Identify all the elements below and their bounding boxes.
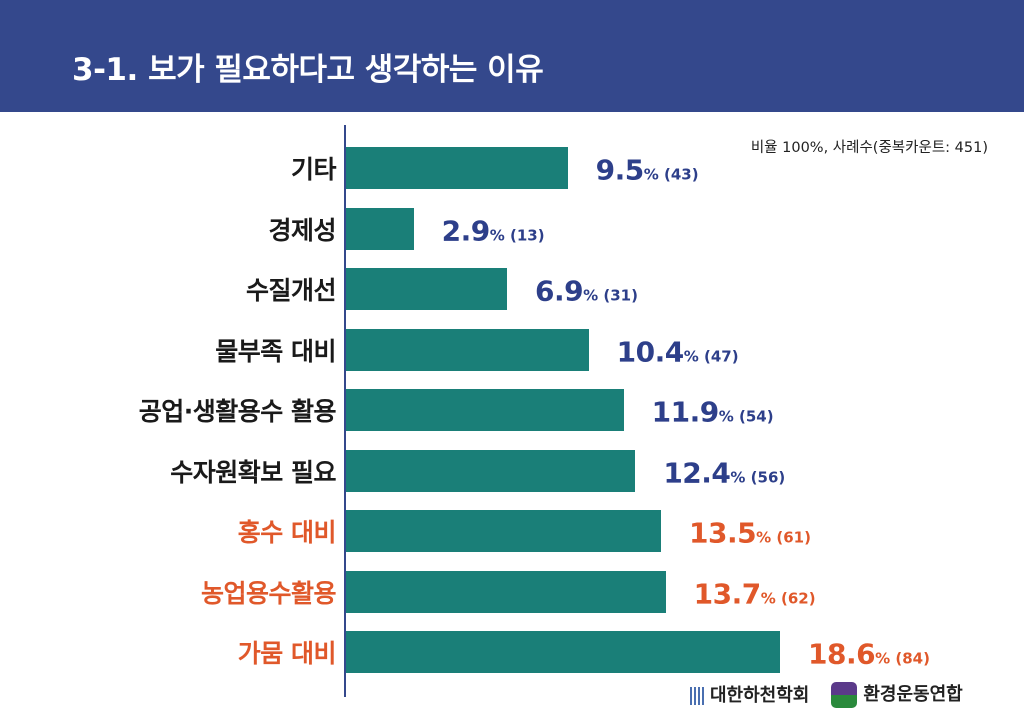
count-label: % (56): [730, 468, 786, 486]
bar: [346, 449, 636, 492]
value-label: 13.7: [693, 577, 762, 610]
count-label: % (54): [718, 407, 774, 426]
value-label: 11.9: [651, 395, 720, 429]
data-label: 2.9% (13): [442, 214, 545, 247]
sample-note: 비율 100%, 사례수(중복카운트: 451): [750, 140, 988, 156]
value-label: 2.9: [441, 214, 491, 247]
bar: [346, 328, 589, 371]
logo-kfem: 환경운동연합: [831, 680, 963, 708]
value-label: 12.4: [663, 456, 731, 489]
value-label: 18.6: [808, 637, 876, 671]
category-label: 경제성: [268, 215, 336, 245]
value-label: 13.5: [689, 516, 757, 550]
data-label: 13.5% (61): [689, 517, 811, 550]
bar: [346, 389, 624, 431]
category-label: 홍수 대비: [237, 518, 337, 547]
count-label: % (43): [643, 165, 699, 184]
count-label: % (84): [875, 649, 930, 668]
data-label: 13.7% (62): [694, 577, 816, 610]
count-label: % (47): [683, 347, 739, 365]
count-label: % (62): [760, 589, 816, 607]
category-label: 공업·생활용수 활용: [138, 397, 337, 426]
bar: [346, 570, 666, 613]
logo-text: 환경운동연합: [863, 684, 963, 705]
category-label: 물부족 대비: [215, 336, 336, 366]
river-society-logo-icon: [690, 687, 704, 705]
logos: 대한하천학회 환경운동연합: [690, 680, 963, 708]
data-label: 10.4% (47): [617, 335, 739, 368]
y-axis-line: [344, 125, 346, 697]
bar: [346, 207, 414, 250]
category-label: 가뭄 대비: [237, 639, 337, 668]
kfem-logo-icon: [831, 682, 858, 708]
count-label: % (61): [756, 528, 811, 547]
category-label: 수질개선: [245, 276, 337, 305]
data-label: 12.4% (56): [663, 456, 785, 489]
logo-river-society: 대한하천학회: [690, 681, 809, 707]
bar: [346, 147, 568, 189]
logo-text: 대한하천학회: [710, 685, 810, 706]
bar: [346, 268, 507, 310]
data-label: 11.9% (54): [652, 396, 774, 429]
header-banner: 3-1. 보가 필요하다고 생각하는 이유: [0, 0, 1024, 112]
data-label: 6.9% (31): [535, 275, 638, 308]
data-label: 9.5% (43): [596, 154, 699, 187]
value-label: 9.5: [595, 153, 645, 187]
count-label: % (31): [583, 286, 638, 305]
value-label: 6.9: [535, 274, 584, 308]
value-label: 10.4: [616, 335, 685, 368]
page-title: 3-1. 보가 필요하다고 생각하는 이유: [72, 52, 544, 88]
data-label: 18.6% (84): [808, 638, 930, 671]
bar: [346, 631, 780, 673]
category-label: 기타: [290, 155, 337, 184]
bar: [346, 510, 661, 552]
category-label: 농업용수활용: [200, 578, 337, 608]
count-label: % (13): [489, 226, 545, 244]
category-label: 수자원확보 필요: [170, 457, 336, 487]
